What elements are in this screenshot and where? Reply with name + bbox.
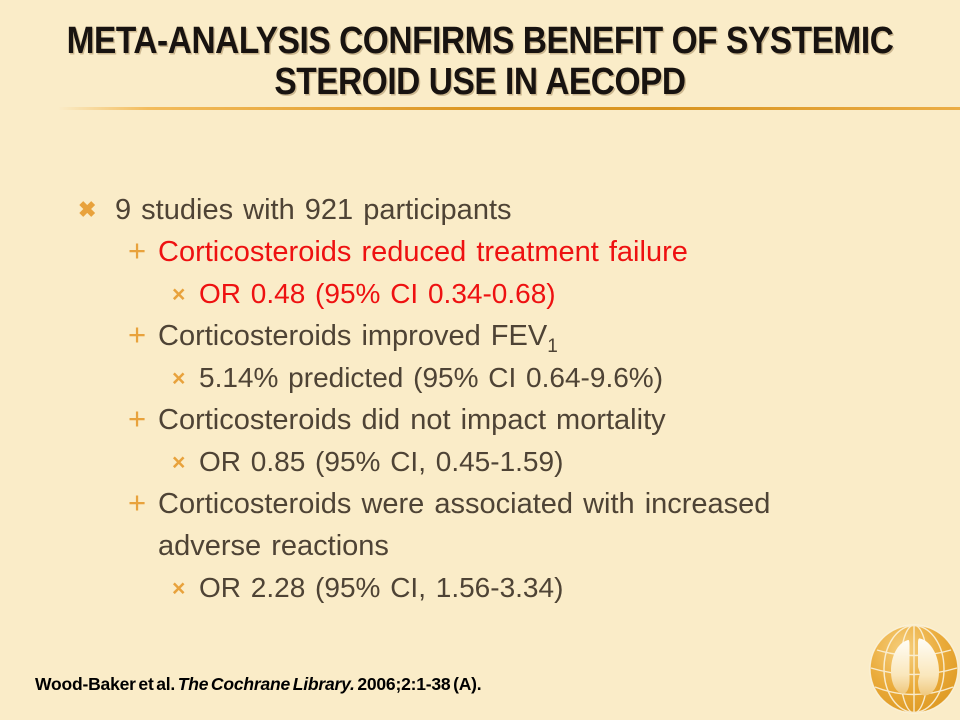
x-bullet-icon: ✖ bbox=[78, 197, 97, 222]
fev1-subscript: 1 bbox=[547, 335, 558, 357]
citation-details: 2006;2:1-38 (A). bbox=[357, 674, 482, 694]
bullet-text-main: Corticosteroids improved FEV bbox=[158, 320, 548, 352]
citation-source: The Cochrane Library. bbox=[177, 674, 358, 694]
bullet-text: 9 studies with 921 participants bbox=[115, 194, 512, 226]
bullet-item-or-085: × OR 0.85 (95% CI, 0.45-1.59) bbox=[0, 441, 960, 483]
bullet-text: OR 0.85 (95% CI, 0.45-1.59) bbox=[199, 446, 564, 477]
slide-title-line2: STEROID USE IN AECOPD bbox=[274, 61, 686, 103]
lungs-globe-logo bbox=[869, 624, 959, 714]
bullet-text: OR 2.28 (95% CI, 1.56-3.34) bbox=[199, 572, 564, 603]
bullet-text: Corticosteroids reduced treatment failur… bbox=[158, 236, 688, 268]
x-bullet-icon: × bbox=[172, 365, 186, 391]
bullet-text: Corticosteroids did not impact mortality bbox=[158, 404, 666, 436]
citation-authors: Wood-Baker et al. bbox=[35, 674, 178, 694]
bullet-item-adverse-reactions: + Corticosteroids were associated with i… bbox=[0, 483, 960, 567]
slide-title-line1: META-ANALYSIS CONFIRMS BENEFIT OF SYSTEM… bbox=[66, 20, 894, 62]
x-bullet-icon: × bbox=[172, 575, 186, 601]
bullet-item-mortality: + Corticosteroids did not impact mortali… bbox=[0, 399, 960, 441]
citation: Wood-Baker et al. The Cochrane Library. … bbox=[35, 674, 482, 695]
bullet-text: Corticosteroids were associated with inc… bbox=[158, 488, 771, 562]
plus-bullet-icon: + bbox=[128, 317, 147, 352]
bullet-item-predicted: × 5.14% predicted (95% CI 0.64-9.6%) bbox=[0, 357, 960, 399]
right-lung-shape bbox=[918, 638, 939, 696]
title-divider-line bbox=[58, 107, 960, 110]
slide-title: META-ANALYSIS CONFIRMS BENEFIT OF SYSTEM… bbox=[58, 21, 903, 103]
bullet-text: 5.14% predicted (95% CI 0.64-9.6%) bbox=[199, 362, 664, 393]
bullet-item-fev1: + Corticosteroids improved FEV1 bbox=[0, 315, 960, 357]
bullet-text: OR 0.48 (95% CI 0.34-0.68) bbox=[199, 278, 556, 309]
bullet-item-or-048: × OR 0.48 (95% CI 0.34-0.68) bbox=[0, 273, 960, 315]
bullet-item-studies: ✖ 9 studies with 921 participants bbox=[0, 189, 960, 231]
bullet-item-treatment-failure: + Corticosteroids reduced treatment fail… bbox=[0, 231, 960, 273]
bullet-list: ✖ 9 studies with 921 participants + Cort… bbox=[0, 189, 960, 609]
plus-bullet-icon: + bbox=[128, 401, 147, 436]
x-bullet-icon: × bbox=[172, 281, 186, 307]
left-lung-shape bbox=[891, 639, 910, 694]
plus-bullet-icon: + bbox=[128, 233, 147, 268]
bullet-text: Corticosteroids improved FEV1 bbox=[158, 315, 558, 357]
plus-bullet-icon: + bbox=[128, 485, 147, 520]
x-bullet-icon: × bbox=[172, 449, 186, 475]
bullet-item-or-228: × OR 2.28 (95% CI, 1.56-3.34) bbox=[0, 567, 960, 609]
